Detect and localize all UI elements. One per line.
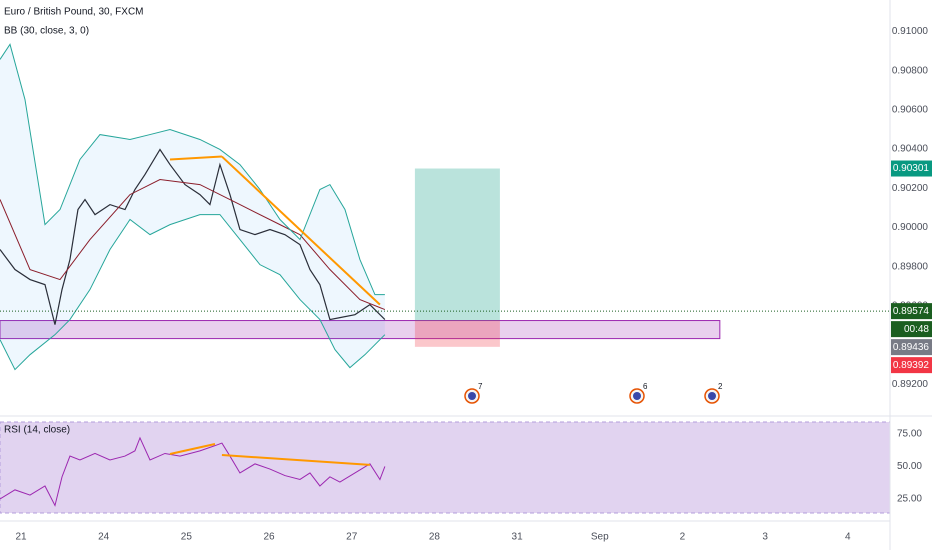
x-tick-label: Sep [591,532,609,543]
event-flag [708,392,716,400]
x-tick-label: 4 [845,532,851,543]
trendline [169,155,222,161]
y-tick-label: 0.91000 [892,26,929,37]
band-fill [0,44,385,370]
event-count: 2 [718,382,723,391]
plot: 21 24 25 26 27 28 31 Sep 2 3 40.910000.908000.9060… [0,26,932,543]
series-line [0,436,386,507]
y-tick-label: 0.90000 [892,222,929,233]
x-tick-label: 24 [98,532,110,543]
trendline [221,454,370,466]
y-tick-label: 0.89200 [892,379,929,390]
y-tick-label: 0.90200 [892,183,929,194]
event-count: 6 [643,382,648,391]
x-tick-label: 3 [762,532,768,543]
x-tick-label: 31 [512,532,524,543]
x-tick-label: 28 [429,532,441,543]
y-tick-label: 0.90600 [892,104,929,115]
chart-title: Euro / British Pound, 30, FXCM [4,7,144,18]
event-count: 7 [478,382,483,391]
trendline [169,442,216,455]
profit-zone [414,168,500,321]
price-label-box [891,160,932,177]
price-label: 0.89574 [893,306,930,317]
series-line [0,43,385,296]
price-label: 0.89436 [893,342,930,353]
x-tick-label: 27 [346,532,358,543]
y-tick-label: 0.89800 [892,261,929,272]
price-label-box [891,303,932,320]
rsi-tick-label: 50.00 [897,461,922,472]
y-tick-label: 0.90400 [892,144,929,155]
price-label-box [891,357,932,374]
x-tick-label: 21 [15,532,27,543]
price-label-box [891,339,932,356]
rsi-title: RSI (14, close) [4,425,70,436]
indicator-label: BB (30, close, 3, 0) [4,26,89,37]
loss-zone [414,320,500,347]
x-tick-label: 2 [680,532,686,543]
rsi-tick-label: 75.00 [897,429,922,440]
timer-label: 00:48 [904,324,929,335]
x-tick-label: 26 [263,532,275,543]
series-line [0,148,386,325]
rsi-tick-label: 25.00 [897,494,922,505]
price-label: 0.89392 [893,360,930,371]
series-line [0,214,386,371]
y-tick-label: 0.90800 [892,65,929,76]
event-flag [468,392,476,400]
trendline [221,155,381,306]
timer-label-box [891,321,932,338]
price-label: 0.90301 [893,163,930,174]
event-flag [633,392,641,400]
rsi-pane [0,421,891,514]
series-line [0,178,386,311]
x-tick-label: 25 [181,532,193,543]
support-zone [0,320,721,340]
